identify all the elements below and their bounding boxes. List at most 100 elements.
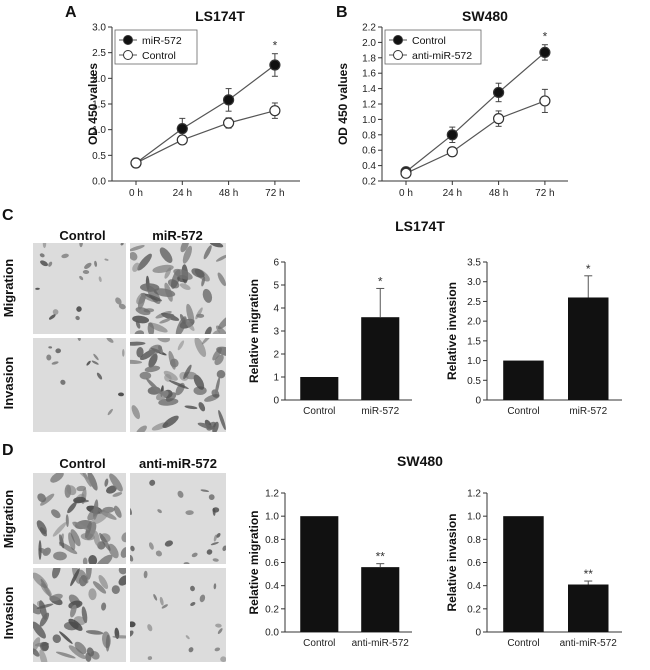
cell bbox=[55, 348, 61, 354]
cell bbox=[52, 568, 61, 579]
cell bbox=[203, 245, 212, 260]
cell bbox=[53, 551, 67, 561]
cell bbox=[184, 405, 198, 410]
cell bbox=[200, 489, 210, 493]
cell bbox=[122, 348, 125, 357]
significance-marker: * bbox=[586, 262, 591, 276]
cell bbox=[104, 258, 109, 261]
y-tick-label: 0.0 bbox=[92, 177, 106, 188]
cell bbox=[222, 545, 226, 552]
y-tick-label: 1.2 bbox=[362, 100, 376, 111]
cell bbox=[35, 287, 40, 290]
cell bbox=[69, 604, 77, 618]
x-tick-label: miR-572 bbox=[361, 406, 399, 417]
cell bbox=[190, 585, 195, 592]
cell bbox=[215, 254, 226, 262]
cell bbox=[36, 520, 47, 535]
y-tick-label: 4 bbox=[273, 304, 279, 315]
panel-title-a: LS174T bbox=[195, 8, 245, 24]
cell bbox=[130, 251, 138, 261]
cell bbox=[162, 415, 179, 429]
y-tick-label: 2.0 bbox=[467, 317, 481, 328]
legend-entry: Control bbox=[412, 35, 446, 47]
cell bbox=[40, 493, 55, 506]
bar bbox=[300, 516, 339, 632]
cell bbox=[37, 493, 47, 503]
cell bbox=[87, 473, 98, 491]
cell bbox=[201, 338, 213, 345]
data-point-series-0 bbox=[446, 129, 458, 141]
cell bbox=[61, 253, 69, 259]
cell bbox=[111, 585, 120, 594]
cell bbox=[185, 510, 194, 516]
cell bbox=[73, 496, 86, 504]
panel-label-b: B bbox=[336, 4, 348, 21]
micrograph-c-invasion-control bbox=[33, 338, 126, 432]
cell bbox=[118, 392, 124, 397]
cell bbox=[39, 641, 49, 652]
cell bbox=[177, 490, 184, 498]
chart-b-sw480-od450: 0.2 0.4 0.6 0.8 1.0 1.2 1.4 1.6 1.8 2.0 2.2 0 h 24 h… bbox=[336, 23, 568, 199]
cell bbox=[60, 379, 66, 385]
panel-label-c: C bbox=[2, 207, 14, 224]
y-tick-label: 1.6 bbox=[362, 69, 376, 80]
y-axis-label: OD 450 values bbox=[336, 63, 350, 145]
data-point-series-0 bbox=[539, 46, 551, 59]
cell bbox=[118, 568, 126, 575]
legend-marker bbox=[393, 35, 403, 45]
cell bbox=[68, 532, 76, 551]
cell bbox=[212, 421, 219, 432]
cell bbox=[118, 575, 126, 586]
y-tick-label: 1.4 bbox=[362, 84, 376, 95]
bar bbox=[503, 516, 544, 632]
cell bbox=[198, 402, 206, 412]
cell bbox=[167, 279, 180, 289]
chart-a-ls174t-od450: 0.0 0.5 1.0 1.5 2.0 2.5 3.0 0 h 24 h 48 h 72 h OD 4… bbox=[86, 23, 300, 199]
data-point-series-0 bbox=[223, 94, 235, 106]
cell bbox=[33, 601, 42, 615]
cell bbox=[39, 649, 48, 662]
y-tick-label: 2.0 bbox=[362, 38, 376, 49]
micrograph-background bbox=[130, 568, 226, 662]
y-tick-label: 3 bbox=[273, 327, 279, 338]
y-tick-label: 2.0 bbox=[92, 74, 106, 85]
series-line-0 bbox=[135, 64, 276, 164]
cell bbox=[164, 267, 172, 279]
cell bbox=[98, 574, 109, 590]
cell bbox=[199, 594, 206, 603]
panel-label-a: A bbox=[65, 4, 77, 21]
y-tick-label: 2 bbox=[273, 350, 279, 361]
cell bbox=[38, 540, 42, 560]
cell bbox=[33, 572, 48, 589]
cell bbox=[188, 647, 194, 653]
cell bbox=[93, 530, 100, 547]
cell bbox=[59, 533, 64, 547]
cell bbox=[113, 505, 122, 518]
cell bbox=[143, 308, 155, 313]
c-col-label-control: Control bbox=[59, 228, 106, 243]
cell bbox=[68, 618, 83, 631]
cell bbox=[180, 243, 189, 253]
cell bbox=[183, 317, 195, 331]
y-tick-label: 0.2 bbox=[467, 604, 481, 615]
micrograph-d-migration-anti-mir572 bbox=[130, 473, 226, 564]
series-line-1 bbox=[405, 100, 546, 174]
cell bbox=[163, 370, 178, 381]
cell bbox=[33, 621, 46, 639]
cell bbox=[52, 309, 59, 315]
bar bbox=[300, 377, 339, 400]
y-tick-label: 1.5 bbox=[92, 100, 106, 111]
cell bbox=[102, 631, 111, 649]
x-tick-label: 48 h bbox=[489, 188, 508, 199]
cell bbox=[140, 283, 160, 292]
cell bbox=[218, 314, 226, 330]
cell bbox=[202, 288, 213, 303]
cell bbox=[48, 346, 53, 349]
micrograph-texture bbox=[33, 568, 126, 662]
cell bbox=[96, 372, 103, 380]
cell bbox=[201, 276, 206, 287]
y-tick-label: 2.2 bbox=[362, 23, 376, 34]
legend-entry: anti-miR-572 bbox=[412, 50, 472, 62]
cell bbox=[183, 562, 190, 564]
